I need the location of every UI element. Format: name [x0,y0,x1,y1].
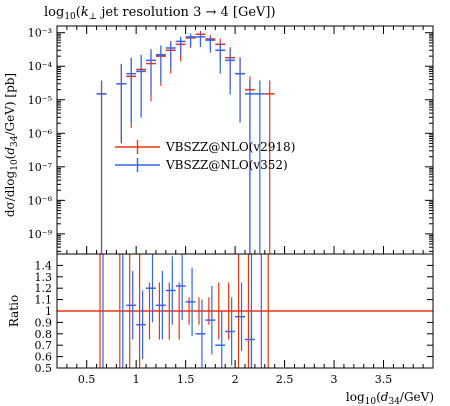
x-tick-label: 3.5 [375,373,393,386]
x-tick-label: 3 [331,373,338,386]
legend-item-v352: VBSZZ@NLO(v352) [115,158,288,172]
y-tick-label: 10⁻⁹ [28,228,53,241]
y-tick-label: 10⁻⁵ [28,94,52,107]
ratio-y-tick-label: 0.6 [35,351,53,364]
ratio-axis-ticks: 0.50.60.70.80.911.11.21.31.40.5 1 1.5 2 2.5 3… [35,259,434,386]
legend-label-v2918: VBSZZ@NLO(v2918) [165,140,295,154]
legend-label-v352: VBSZZ@NLO(v352) [165,158,288,172]
chart-title: log10(k⊥ jet resolution 3 → 4 [GeV]) [44,5,276,22]
ratio-y-tick-label: 1.3 [35,271,53,284]
ratio-y-tick-label: 0.5 [35,362,53,375]
y-tick-label: 10⁻⁶ [28,127,53,140]
main-histogram [96,30,275,254]
ratio-y-tick-label: 1 [45,305,52,318]
x-tick-label: 2.5 [276,373,294,386]
ratio-y-tick-label: 1.1 [35,294,53,307]
x-tick-label: 2 [232,373,239,386]
ratio-y-tick-label: 1.4 [35,259,53,272]
y-tick-label: 10⁻⁷ [28,161,53,174]
ratio-y-tick-label: 0.8 [35,328,53,341]
y-axis-label: dσ/dlog10(d34/GeV) [pb] [3,73,20,217]
y-tick-label: 10⁻⁸ [28,194,53,207]
legend-item-v2918: VBSZZ@NLO(v2918) [115,140,295,154]
main-axis-ticks: 10⁻⁹ 10⁻⁸ 10⁻⁷ 10⁻⁶ 10⁻⁵ 10⁻⁴ 10⁻³ [28,26,434,254]
ratio-y-axis-label: Ratio [7,295,21,327]
y-tick-label: 10⁻³ [28,27,52,40]
x-axis-label: log10(d34/GeV) [346,390,434,406]
x-tick-label: 1.5 [177,373,195,386]
ratio-y-tick-label: 1.2 [35,282,53,295]
y-tick-label: 10⁻⁴ [28,60,53,73]
ratio-histogram [57,254,433,368]
ratio-plot-frame [56,253,434,369]
legend: VBSZZ@NLO(v2918) VBSZZ@NLO(v352) [115,140,295,172]
x-tick-label: 1 [133,373,140,386]
x-tick-label: 0.5 [78,373,96,386]
ratio-y-tick-label: 0.9 [35,316,53,329]
ratio-y-tick-label: 0.7 [35,339,53,352]
